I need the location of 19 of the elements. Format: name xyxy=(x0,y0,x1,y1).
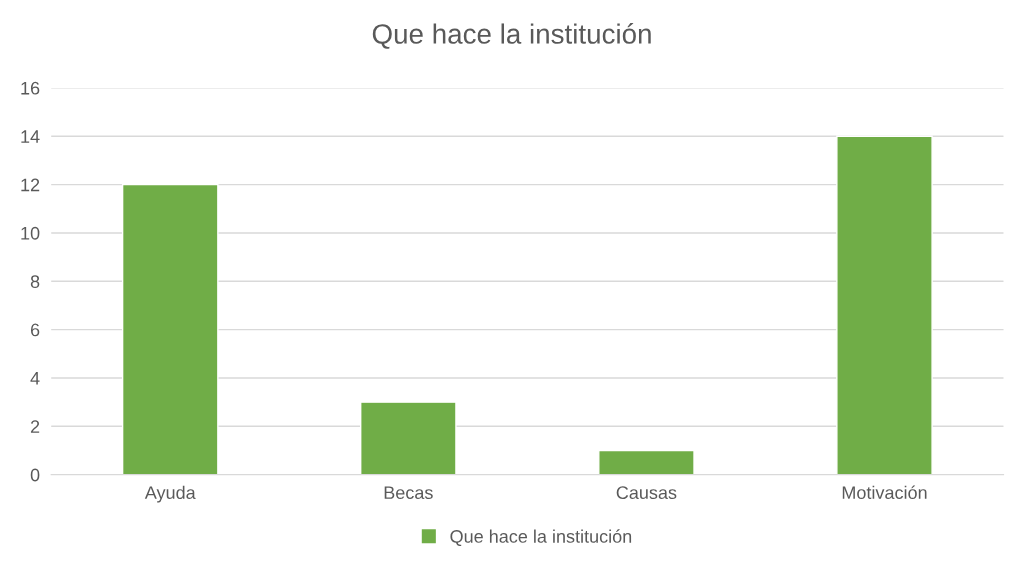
y-tick-label: 14 xyxy=(21,130,40,143)
bar xyxy=(121,183,219,475)
bar xyxy=(360,401,457,475)
bar xyxy=(598,449,695,475)
y-tick-label: 12 xyxy=(21,178,40,192)
y-tick-label: 16 xyxy=(21,81,40,95)
y-tick-label: 10 xyxy=(21,226,40,240)
x-tick-label: Becas xyxy=(384,486,433,500)
chart-title: Que hace la institución xyxy=(372,23,651,49)
y-tick-label: 0 xyxy=(30,468,40,482)
y-tick-label: 4 xyxy=(30,372,40,385)
legend-label: Que hace la institución xyxy=(450,529,632,547)
x-tick-label: Ayuda xyxy=(144,485,196,503)
bar xyxy=(836,135,933,475)
y-tick-label: 6 xyxy=(30,323,40,337)
x-tick-label: Motivación xyxy=(842,485,927,500)
y-tick-label: 8 xyxy=(30,275,40,288)
x-tick-label: Causas xyxy=(616,486,677,500)
y-tick-label: 2 xyxy=(30,420,40,433)
